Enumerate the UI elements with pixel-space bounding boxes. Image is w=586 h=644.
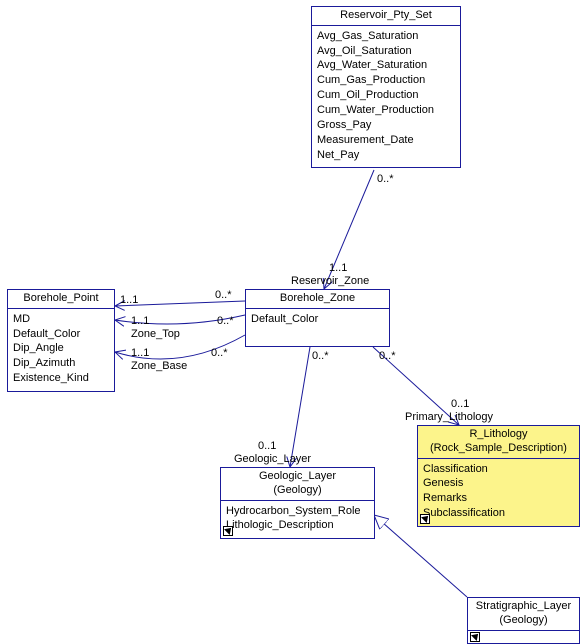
class-r-lithology: R_Lithology (Rock_Sample_Description) Cl… — [417, 425, 580, 527]
role-label: Reservoir_Zone — [291, 275, 369, 288]
class-title: Stratigraphic_Layer (Geology) — [468, 598, 579, 630]
class-attrs: Default_Color — [246, 309, 389, 332]
mult-label: 0..* — [215, 289, 232, 302]
mult-label: 0..* — [379, 350, 396, 363]
mult-label: 1..1 — [329, 262, 347, 275]
class-borehole-zone: Borehole_Zone Default_Color — [245, 289, 390, 347]
role-label: Zone_Base — [131, 360, 187, 373]
class-title: Borehole_Zone — [246, 290, 389, 309]
class-attrs: Avg_Gas_Saturation Avg_Oil_Saturation Av… — [312, 26, 460, 168]
role-label: Zone_Top — [131, 328, 180, 341]
mult-label: 1..1 — [131, 315, 149, 328]
mult-label: 1..1 — [120, 294, 138, 307]
class-title: Reservoir_Pty_Set — [312, 7, 460, 26]
mult-label: 0..1 — [258, 440, 276, 453]
class-stratigraphic-layer: Stratigraphic_Layer (Geology) — [467, 597, 580, 644]
mult-label: 0..* — [217, 315, 234, 328]
mult-label: 0..* — [377, 173, 394, 186]
mult-label: 0..1 — [451, 398, 469, 411]
role-label: Geologic_Layer — [234, 453, 311, 466]
class-reservoir-pty-set: Reservoir_Pty_Set Avg_Gas_Saturation Avg… — [311, 6, 461, 168]
class-attrs: Classification Genesis Remarks Subclassi… — [418, 459, 579, 526]
link-icon — [470, 632, 480, 642]
uml-diagram-canvas: Reservoir_Pty_Set Avg_Gas_Saturation Avg… — [0, 0, 586, 644]
class-title: R_Lithology (Rock_Sample_Description) — [418, 426, 579, 459]
class-attrs: Hydrocarbon_System_Role Lithologic_Descr… — [221, 501, 374, 539]
mult-label: 0..* — [312, 350, 329, 363]
class-borehole-point: Borehole_Point MD Default_Color Dip_Angl… — [7, 289, 115, 392]
link-icon — [420, 514, 430, 524]
class-title: Borehole_Point — [8, 290, 114, 309]
class-attrs: MD Default_Color Dip_Angle Dip_Azimuth E… — [8, 309, 114, 391]
class-title: Geologic_Layer (Geology) — [221, 468, 374, 501]
link-icon — [223, 526, 233, 536]
mult-label: 0..* — [211, 347, 228, 360]
role-label: Primary_Lithology — [405, 411, 493, 424]
class-geologic-layer: Geologic_Layer (Geology) Hydrocarbon_Sys… — [220, 467, 375, 539]
mult-label: 1..1 — [131, 347, 149, 360]
